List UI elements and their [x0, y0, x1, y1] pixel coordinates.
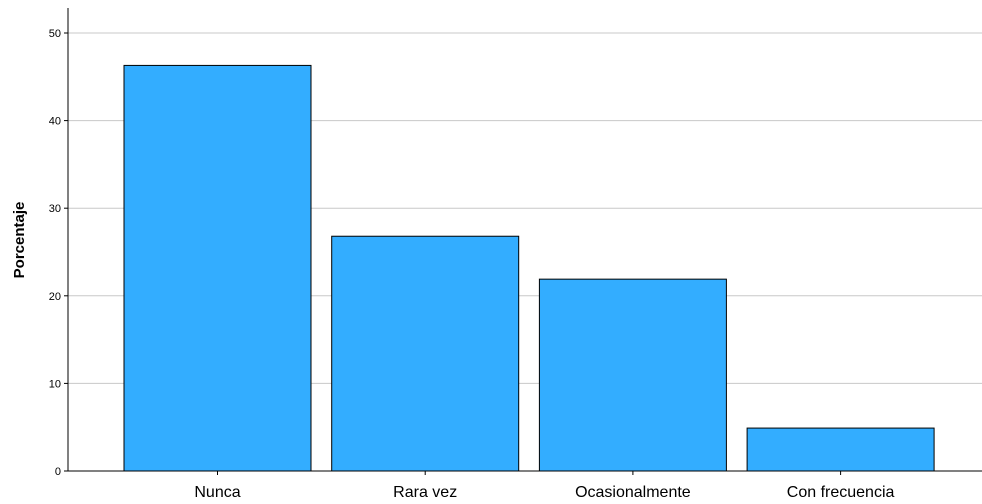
y-tick-label: 0 [55, 466, 61, 478]
bar-nunca [123, 64, 312, 472]
y-axis-title: Porcentaje [11, 202, 28, 279]
bars [123, 64, 935, 472]
y-tick-label: 50 [49, 28, 61, 40]
y-tick-label: 30 [49, 203, 61, 215]
bar-rara-vez [331, 235, 520, 472]
bar-con-frecuencia [746, 427, 935, 472]
x-tick-label: Con frecuencia [787, 484, 895, 501]
x-tick-labels: Nunca Rara vez Ocasionalmente Con frecuenci… [194, 471, 895, 501]
y-tick-label: 10 [49, 378, 61, 390]
x-tick-label: Nunca [194, 484, 240, 501]
x-tick-label: Rara vez [393, 484, 457, 501]
y-tick-label: 20 [49, 291, 61, 303]
axes [67, 8, 982, 472]
x-tick-label: Ocasionalmente [575, 484, 691, 501]
y-tick-labels: 0 10 20 30 40 50 [49, 28, 68, 478]
bar-ocasionalmente [538, 278, 727, 472]
y-tick-label: 40 [49, 116, 61, 128]
